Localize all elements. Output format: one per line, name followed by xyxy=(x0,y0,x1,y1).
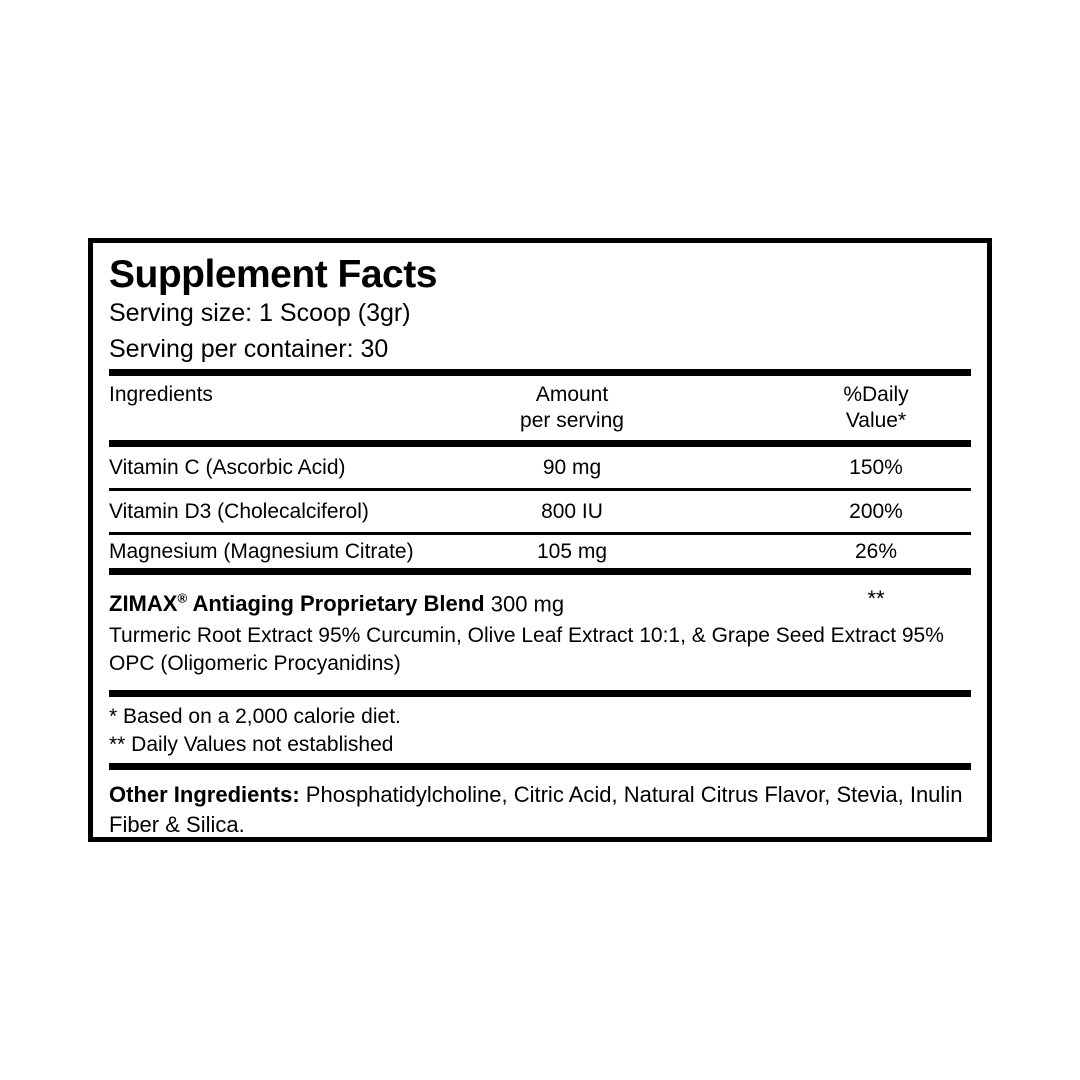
registered-trademark-symbol: ® xyxy=(177,591,188,606)
ingredient-amount: 800 IU xyxy=(541,499,603,523)
ingredient-daily-value: 200% xyxy=(849,499,903,523)
ingredient-amount: 105 mg xyxy=(536,539,608,563)
blend-title: ZIMAX® Antiaging Proprietary Blend 300 m… xyxy=(109,585,781,618)
table-row: Magnesium (Magnesium Citrate) 105 mg 26% xyxy=(109,535,971,568)
table-row: Vitamin D3 (Cholecalciferol) 800 IU 200% xyxy=(109,491,971,535)
blend-name-rest: Antiaging Proprietary Blend xyxy=(187,591,485,617)
ingredient-daily-value: 26% xyxy=(854,539,898,563)
panel-title: Supplement Facts xyxy=(109,253,437,296)
header-amount: Amount per serving xyxy=(429,382,715,434)
ingredient-amount: 90 mg xyxy=(542,455,602,479)
table-header-row: Ingredients Amount per serving %Daily Va… xyxy=(109,376,971,440)
header-amount-line1: Amount xyxy=(535,383,609,406)
blend-amount: 300 mg xyxy=(484,591,565,617)
supplement-facts-panel: Supplement Facts Serving size: 1 Scoop (… xyxy=(88,238,992,842)
divider-top-thick xyxy=(109,369,971,376)
header-daily-value: %Daily Value* xyxy=(781,382,971,434)
other-ingredients-text: Phosphatidylcholine, Citric Acid, Natura… xyxy=(109,782,963,838)
blend-brand-name: ZIMAX® Antiaging Proprietary Blend xyxy=(109,591,485,617)
header-ingredients: Ingredients xyxy=(109,383,213,406)
header-dv-line2: Value* xyxy=(845,409,907,432)
ingredient-daily-value: 150% xyxy=(849,455,903,479)
servings-per-container-line: Serving per container: 30 xyxy=(109,335,389,363)
ingredient-name: Vitamin D3 (Cholecalciferol) xyxy=(109,499,369,523)
header-dv-line1: %Daily xyxy=(843,383,909,406)
footnote-daily-values: ** Daily Values not established xyxy=(109,733,394,757)
divider-footnote-thick xyxy=(109,690,971,698)
other-ingredients-section: Other Ingredients: Phosphatidylcholine, … xyxy=(109,780,971,840)
blend-row: ZIMAX® Antiaging Proprietary Blend 300 m… xyxy=(109,585,971,618)
ingredient-name: Magnesium (Magnesium Citrate) xyxy=(109,539,414,563)
divider-blend-thick xyxy=(109,568,971,575)
other-ingredients-label: Other Ingredients: xyxy=(109,782,300,808)
footnotes-section: * Based on a 2,000 calorie diet. ** Dail… xyxy=(109,703,971,759)
divider-header-thick xyxy=(109,440,971,447)
divider-other-thick xyxy=(109,763,971,771)
footnote-calorie-diet: * Based on a 2,000 calorie diet. xyxy=(109,705,401,729)
ingredient-name: Vitamin C (Ascorbic Acid) xyxy=(109,455,346,479)
blend-description: Turmeric Root Extract 95% Curcumin, Oliv… xyxy=(109,624,944,676)
header-amount-line2: per serving xyxy=(520,409,624,432)
blend-daily-value: ** xyxy=(867,586,885,611)
table-row: Vitamin C (Ascorbic Acid) 90 mg 150% xyxy=(109,447,971,491)
serving-size-line: Serving size: 1 Scoop (3gr) xyxy=(109,299,411,327)
